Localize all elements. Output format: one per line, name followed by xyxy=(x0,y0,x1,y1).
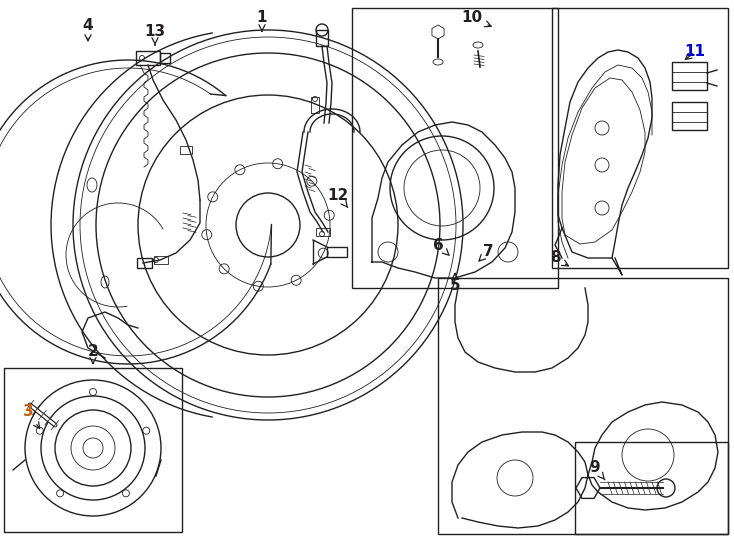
Bar xyxy=(160,53,170,63)
Bar xyxy=(137,258,152,268)
Bar xyxy=(575,442,728,534)
Bar xyxy=(327,247,347,257)
Text: 10: 10 xyxy=(462,10,491,26)
Bar xyxy=(4,368,182,532)
Bar xyxy=(438,278,728,534)
Text: 4: 4 xyxy=(83,17,93,41)
Bar xyxy=(552,8,728,268)
Text: 2: 2 xyxy=(87,345,98,363)
Text: 1: 1 xyxy=(257,10,267,31)
Bar xyxy=(316,228,330,236)
Text: 9: 9 xyxy=(589,461,605,480)
Bar xyxy=(672,72,707,82)
Text: 5: 5 xyxy=(450,273,460,293)
Bar xyxy=(311,97,319,113)
Text: 7: 7 xyxy=(479,245,493,261)
Text: 12: 12 xyxy=(327,187,349,207)
Text: 11: 11 xyxy=(685,44,705,59)
Bar xyxy=(672,112,707,122)
Bar xyxy=(136,51,160,65)
Text: 6: 6 xyxy=(432,238,449,255)
Bar xyxy=(180,146,192,154)
Bar xyxy=(352,8,558,288)
Bar xyxy=(154,256,168,264)
Text: 13: 13 xyxy=(145,24,166,45)
Text: 3: 3 xyxy=(23,404,40,429)
Text: 8: 8 xyxy=(550,251,568,266)
Bar xyxy=(316,30,328,46)
Bar xyxy=(672,102,707,130)
Bar xyxy=(672,62,707,90)
